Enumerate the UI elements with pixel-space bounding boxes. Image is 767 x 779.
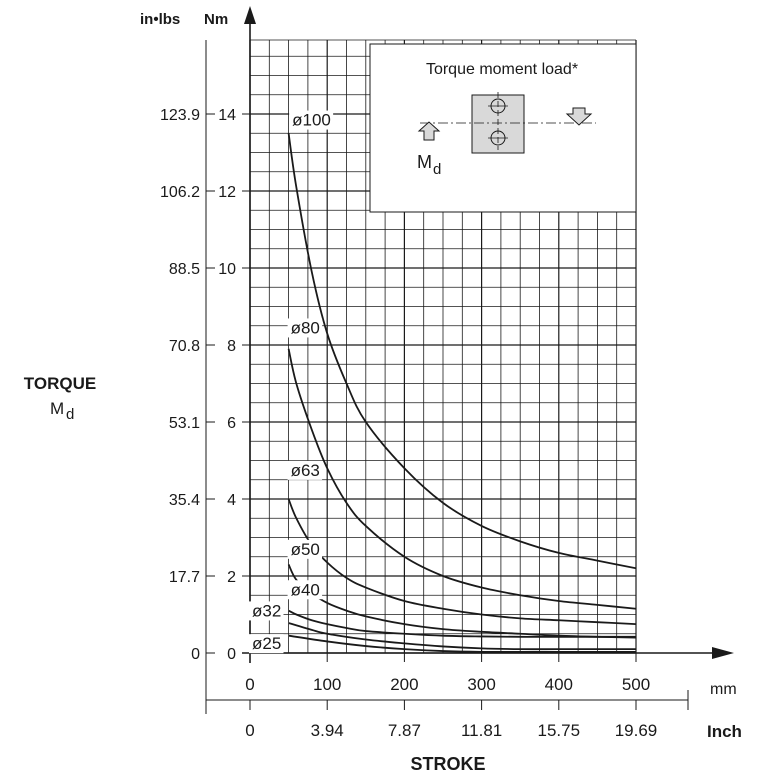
- y-tick-label-nm: 6: [227, 415, 236, 432]
- series-curve-d25: [288, 634, 636, 653]
- y-axis-arrow: [244, 6, 256, 24]
- y-unit-inlbs: in•lbs: [140, 11, 180, 28]
- y-tick-label-inlbs: 0: [191, 646, 200, 663]
- up-arrow-icon: [417, 121, 441, 141]
- series-label-d25: ø25: [252, 634, 281, 653]
- x-tick-label-inch: 19.69: [615, 721, 658, 740]
- y-tick-label-inlbs: 123.9: [160, 107, 200, 124]
- y-tick-label-nm: 14: [218, 107, 236, 124]
- x-axis-arrow: [712, 647, 734, 659]
- y-tick-label-nm: 12: [218, 184, 236, 201]
- series-label-bg: [287, 580, 323, 600]
- y-axis-symbol: M: [50, 399, 64, 418]
- series-label-bg: [287, 460, 323, 480]
- x-tick-label-mm: 300: [467, 675, 495, 694]
- y-tick-label-nm: 8: [227, 338, 236, 355]
- series-label-d100: ø100: [292, 111, 331, 130]
- x-tick-label-inch: 7.87: [388, 721, 421, 740]
- series-label-bg: [249, 634, 284, 654]
- series-label-bg: [249, 601, 284, 621]
- y-tick-label-inlbs: 17.7: [169, 569, 200, 586]
- x-unit-mm: mm: [710, 681, 737, 698]
- series-curve-d40: [288, 609, 636, 638]
- down-arrow-icon: [565, 107, 593, 126]
- y-axis-title: TORQUE: [24, 374, 96, 393]
- x-unit-inch: Inch: [707, 722, 742, 741]
- inset-moment-subscript: d: [433, 161, 441, 178]
- series-label-d40: ø40: [291, 580, 320, 599]
- y-tick-label-inlbs: 53.1: [169, 415, 200, 432]
- labels: in•lbs Nm mm Inch TORQUE M d STROKE ø100 ø80 ø63 ø5…: [24, 11, 742, 774]
- x-tick-label-mm: 100: [313, 675, 341, 694]
- y-unit-nm: Nm: [204, 11, 228, 28]
- y-tick-label-inlbs: 35.4: [169, 492, 200, 509]
- series-label-d32: ø32: [252, 601, 281, 620]
- y-tick-label-nm: 4: [227, 492, 236, 509]
- x-tick-label-inch: 0: [245, 721, 254, 740]
- y-tick-label-inlbs: 70.8: [169, 338, 200, 355]
- y-tick-label-inlbs: 88.5: [169, 261, 200, 278]
- x-tick-label-inch: 11.81: [461, 721, 502, 740]
- y-tick-label-nm: 0: [227, 646, 236, 663]
- torque-moment-inset: Torque moment load* M d: [369, 43, 637, 213]
- inset-moment-symbol: M: [417, 152, 432, 172]
- y-tick-label-nm: 10: [218, 261, 236, 278]
- series-label-d80: ø80: [291, 318, 320, 337]
- series-label-bg: [287, 318, 323, 338]
- x-axis-title: STROKE: [410, 754, 485, 774]
- x-tick-label-mm: 400: [545, 675, 573, 694]
- inset-title: Torque moment load*: [426, 61, 578, 78]
- series-label-d63: ø63: [291, 461, 320, 480]
- series-label-bg: [289, 110, 334, 130]
- y-axis-symbol-subscript: d: [66, 406, 74, 423]
- x-tick-label-mm: 0: [245, 675, 254, 694]
- x-tick-label-inch: 15.75: [538, 721, 581, 740]
- x-tick-label-mm: 500: [622, 675, 650, 694]
- x-tick-label-mm: 200: [390, 675, 418, 694]
- series-curve-d100: [287, 133, 637, 570]
- x-tick-label-inch: 3.94: [311, 721, 344, 740]
- series-curve-d80: [287, 348, 637, 610]
- y-tick-label-inlbs: 106.2: [160, 184, 200, 201]
- y-tick-label-nm: 2: [227, 569, 236, 586]
- series-label-bg: [287, 539, 323, 559]
- series-label-d50: ø50: [291, 540, 320, 559]
- series-curve-d32: [288, 622, 636, 651]
